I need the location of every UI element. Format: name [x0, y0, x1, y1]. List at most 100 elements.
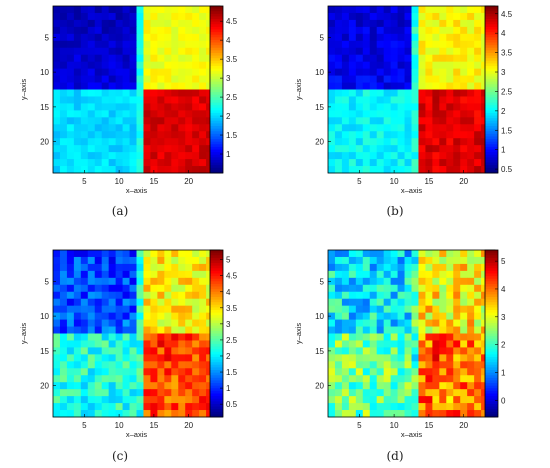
heatmap-cell	[150, 389, 158, 397]
heatmap-cell	[432, 256, 440, 265]
heatmap-cell	[199, 361, 207, 369]
heatmap-cell	[355, 61, 364, 70]
heatmap-cell	[87, 19, 96, 28]
heatmap-cell	[199, 68, 207, 76]
heatmap-cell	[136, 291, 144, 300]
heatmap-cell	[460, 389, 468, 397]
heatmap-cell	[101, 61, 110, 70]
colorbar-segment	[210, 325, 223, 329]
heatmap-cell	[390, 12, 398, 21]
heatmap-cell	[73, 375, 82, 383]
colorbar-segment	[485, 99, 498, 103]
heatmap-cell	[418, 68, 426, 76]
heatmap-cell	[383, 250, 392, 258]
heatmap-cell	[383, 375, 392, 383]
heatmap-cell	[418, 291, 426, 300]
heatmap-cell	[376, 277, 385, 286]
colorbar-segment	[210, 32, 223, 36]
heatmap-cell	[122, 6, 130, 14]
heatmap-cell	[369, 375, 378, 383]
heatmap-cell	[94, 291, 103, 300]
heatmap-cell	[59, 145, 68, 153]
heatmap-cell	[59, 40, 68, 49]
colorbar-tick-label: 0.5	[226, 400, 238, 409]
heatmap-cell	[157, 89, 165, 97]
heatmap-cell	[101, 117, 110, 125]
colorbar-segment	[210, 283, 223, 287]
heatmap-cell	[87, 263, 96, 272]
heatmap-cell	[129, 131, 137, 139]
heatmap-cell	[59, 12, 68, 21]
heatmap-cell	[73, 396, 82, 404]
heatmap-cell	[460, 361, 468, 369]
heatmap-cell	[328, 68, 336, 76]
heatmap-cell	[460, 396, 468, 404]
heatmap-cell	[94, 75, 103, 83]
heatmap-cell	[446, 61, 454, 70]
heatmap-cell	[425, 333, 433, 341]
colorbar-tick-label: 2.5	[226, 93, 238, 102]
heatmap-cell	[362, 124, 371, 132]
heatmap-cell	[53, 305, 61, 314]
heatmap-cell	[355, 6, 364, 14]
heatmap-cell	[460, 326, 468, 334]
heatmap-cell	[53, 103, 61, 111]
heatmap-cell	[341, 68, 350, 76]
heatmap-cell	[425, 96, 433, 104]
heatmap-cell	[66, 298, 75, 307]
heatmap-cell	[101, 138, 110, 146]
heatmap-cell	[474, 40, 482, 49]
heatmap-cell	[66, 152, 75, 160]
colorbar-segment	[485, 63, 498, 67]
heatmap-cell	[171, 110, 179, 118]
x-axis-label: x–axis	[126, 430, 148, 439]
heatmap-cell	[446, 117, 454, 125]
heatmap-cell	[122, 368, 130, 376]
heatmap-cell	[369, 410, 378, 418]
colorbar-segment	[485, 149, 498, 153]
heatmap-cell	[73, 131, 82, 139]
heatmap-cell	[122, 284, 130, 293]
heatmap-cell	[157, 263, 165, 272]
heatmap-cell	[397, 103, 405, 111]
heatmap-cell	[53, 389, 61, 397]
colorbar-segment	[485, 336, 498, 340]
heatmap-cell	[328, 75, 336, 83]
heatmap-cell	[355, 33, 364, 42]
heatmap-cell	[94, 19, 103, 28]
colorbar-segment	[485, 403, 498, 407]
heatmap-cell	[467, 40, 475, 49]
colorbar-segment	[210, 37, 223, 41]
heatmap-cell	[157, 19, 165, 28]
heatmap-cell	[115, 319, 123, 327]
colorbar-tick-label: 5	[501, 257, 506, 266]
heatmap-cell	[334, 305, 343, 314]
colorbar-segment	[485, 6, 498, 10]
heatmap-cell	[460, 47, 468, 56]
colorbar-segment	[210, 289, 223, 293]
heatmap-cell	[108, 54, 117, 63]
heatmap-cell	[87, 33, 96, 42]
heatmap-cell	[94, 145, 103, 153]
heatmap-cell	[474, 298, 482, 307]
y-tick-label: 20	[40, 382, 49, 391]
heatmap-cell	[164, 12, 172, 21]
heatmap-cell	[143, 124, 151, 132]
heatmap-cell	[59, 131, 68, 139]
heatmap-cell	[390, 103, 398, 111]
heatmap-cell	[453, 110, 461, 118]
heatmap-cell	[369, 403, 378, 411]
heatmap-cell	[108, 103, 117, 111]
heatmap-cell	[59, 96, 68, 104]
colorbar-segment	[485, 128, 498, 132]
heatmap-cell	[418, 382, 426, 390]
heatmap-cell	[376, 340, 385, 348]
heatmap-cell	[383, 145, 392, 153]
heatmap-cell	[474, 68, 482, 76]
colorbar-segment	[485, 126, 498, 130]
heatmap-cell	[143, 61, 151, 70]
heatmap-cell	[376, 368, 385, 376]
heatmap-cell	[178, 312, 186, 320]
heatmap-cell	[467, 396, 475, 404]
heatmap-cell	[199, 89, 207, 97]
